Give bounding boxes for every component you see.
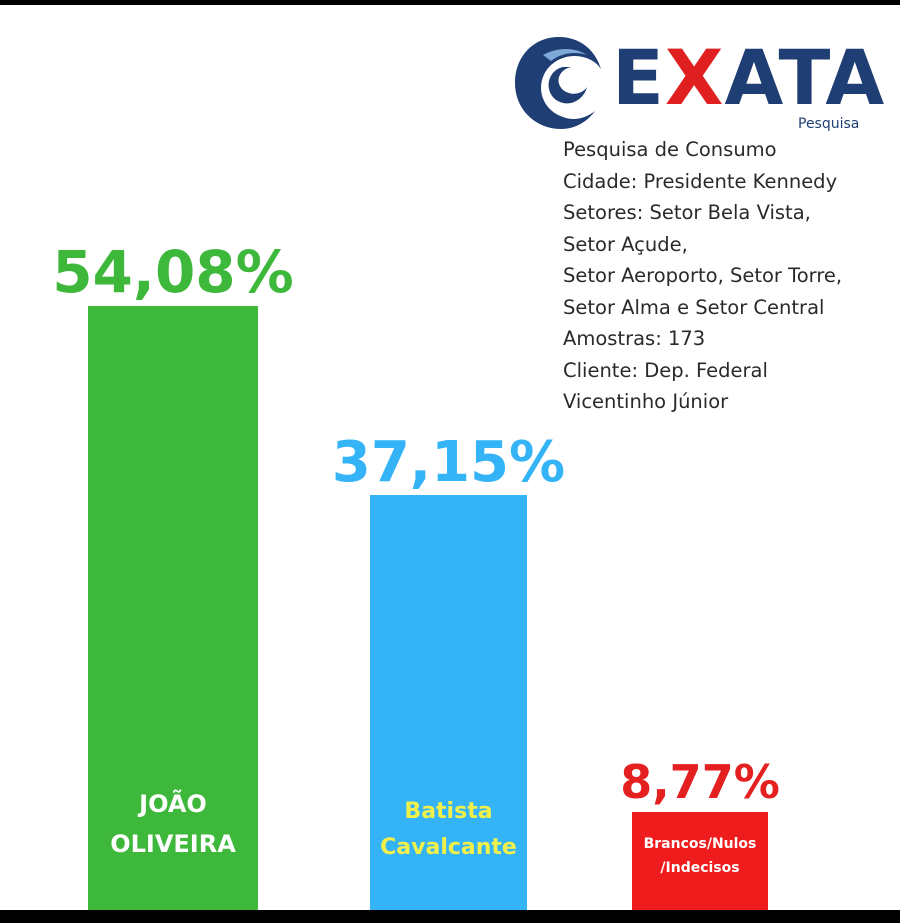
info-line: Setor Açude, — [563, 232, 688, 256]
bar-category-label: OLIVEIRA — [110, 830, 236, 858]
bar-category-label: /Indecisos — [660, 860, 739, 876]
info-line: Cidade: Presidente Kennedy — [563, 169, 838, 193]
bar-1 — [370, 495, 527, 910]
bar-value-label: 37,15% — [332, 430, 565, 495]
brand-name: EXATA — [612, 33, 886, 122]
bar-value-label: 54,08% — [52, 238, 294, 306]
top-border — [0, 0, 900, 5]
info-line: Pesquisa de Consumo — [563, 138, 777, 161]
info-line: Amostras: 173 — [563, 327, 706, 350]
info-line: Setores: Setor Bela Vista, — [563, 201, 811, 224]
survey-info: Pesquisa de Consumo Cidade: Presidente K… — [563, 134, 898, 418]
brand-subtitle: Pesquisa — [798, 116, 860, 132]
info-line: Vicentinho Júnior — [563, 390, 729, 413]
bar-0 — [88, 306, 258, 910]
exata-swirl-logo-icon — [515, 37, 601, 129]
bar-category-label: Batista — [404, 799, 492, 824]
info-line: Setor Aeroporto, Setor Torre, — [563, 264, 843, 287]
bar-category-label: JOÃO — [137, 789, 207, 818]
bar-category-label: Brancos/Nulos — [644, 836, 757, 852]
info-line: Cliente: Dep. Federal — [563, 358, 768, 382]
bar-2 — [632, 812, 768, 910]
info-line: Setor Alma e Setor Central — [563, 295, 825, 319]
bar-category-label: Cavalcante — [380, 835, 517, 860]
bottom-border — [0, 910, 900, 923]
bar-value-label: 8,77% — [620, 755, 780, 809]
